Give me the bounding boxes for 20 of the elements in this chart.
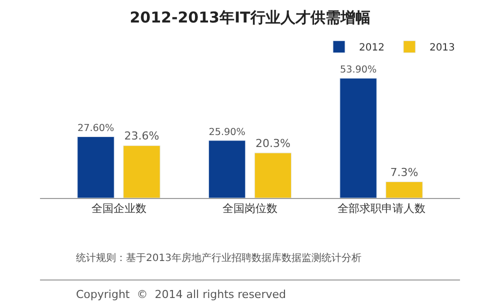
data-label: 53.90% — [340, 64, 377, 76]
x-tick-label: 全国企业数 — [91, 202, 146, 216]
legend-label: 2012 — [359, 42, 384, 54]
bar — [254, 152, 292, 198]
data-label: 23.6% — [124, 130, 160, 143]
bar — [340, 78, 377, 198]
bar — [123, 145, 160, 198]
text: Copyright © 2014 all rights reserved — [76, 288, 286, 301]
data-label: 7.3% — [390, 166, 418, 179]
data-label: 27.60% — [77, 123, 114, 134]
x-tick-label: 全国岗位数 — [222, 202, 278, 216]
chart-title: 2012-2013年IT行业人才供需增幅 — [130, 8, 370, 27]
bar — [208, 140, 246, 198]
data-label: 20.3% — [255, 136, 290, 150]
x-tick-label: 全部求职申请人数 — [337, 202, 426, 216]
data-label: 25.90% — [208, 126, 246, 138]
bar — [77, 136, 114, 198]
bar — [386, 182, 423, 198]
legend-label: 2013 — [429, 42, 455, 54]
text: 统计规则：基于2013年房地产行业招聘数据库数据监测统计分析 — [76, 252, 362, 264]
